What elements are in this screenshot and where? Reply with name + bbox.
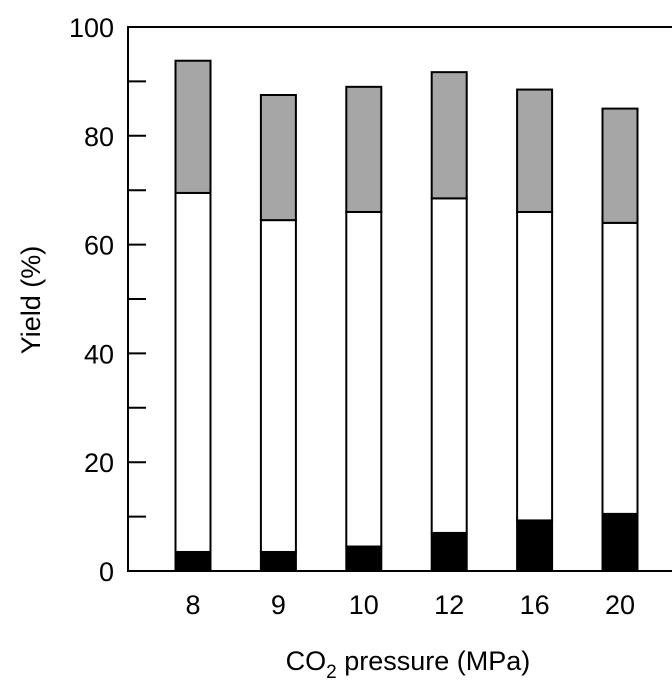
bar-segment-16-1	[516, 519, 554, 573]
y-tick-label: 60	[84, 231, 114, 261]
x-axis-title-rest: pressure (MPa)	[337, 646, 531, 676]
x-axis-title-subscript: 2	[326, 662, 337, 681]
y-tick-label: 40	[84, 339, 114, 369]
x-tick-label: 12	[434, 590, 464, 620]
x-tick-label: 10	[349, 590, 379, 620]
bar-segment-9-1	[259, 550, 297, 573]
y-axis-ticks: 0 20 40 60 80 100	[69, 13, 146, 587]
bar-segment-12-3	[430, 71, 468, 200]
bar-segment-10-1	[345, 545, 383, 573]
y-tick-label: 80	[84, 122, 114, 152]
x-tick-label: 8	[185, 590, 200, 620]
y-tick-label: 0	[99, 557, 114, 587]
x-tick-label: 16	[520, 590, 550, 620]
x-axis-ticks: 8 9 10 12 16 20	[185, 590, 635, 620]
bar-segment-20-1	[601, 512, 639, 573]
bars-group	[174, 59, 639, 573]
bar-segment-16-3	[516, 88, 554, 213]
bar-segment-20-2	[601, 221, 639, 515]
y-tick-label: 100	[69, 13, 114, 43]
x-tick-label: 9	[271, 590, 286, 620]
bar-segment-16-2	[516, 210, 554, 522]
x-tick-label: 20	[605, 590, 635, 620]
y-tick-label: 20	[84, 448, 114, 478]
x-axis-title-main: CO	[286, 646, 327, 676]
bar-segment-8-1	[174, 550, 212, 573]
bar-segment-9-2	[259, 219, 297, 553]
bar-segment-8-2	[174, 191, 212, 553]
bar-segment-10-2	[345, 210, 383, 548]
bar-segment-9-3	[259, 94, 297, 222]
bar-segment-10-3	[345, 85, 383, 213]
y-axis-title: Yield (%)	[16, 246, 46, 355]
bar-segment-8-3	[174, 59, 212, 194]
bar-segment-12-1	[430, 531, 468, 572]
bar-segment-12-2	[430, 197, 468, 534]
bar-segment-20-3	[601, 107, 639, 224]
x-axis-title: CO2 pressure (MPa)	[286, 646, 531, 681]
